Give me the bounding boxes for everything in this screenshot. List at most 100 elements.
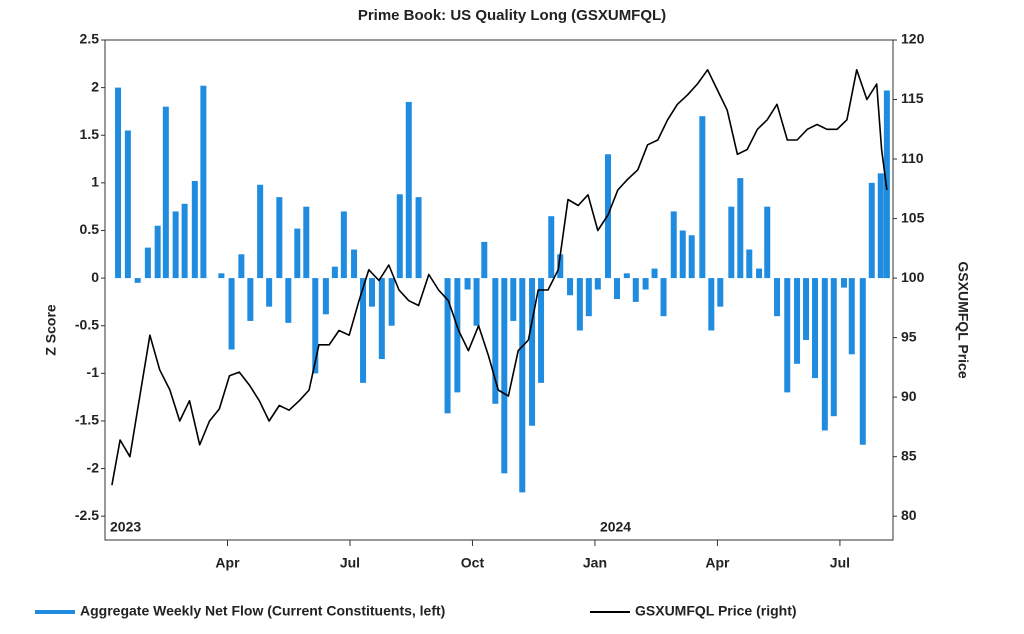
y-tick-label: 1.5 xyxy=(80,126,100,142)
bar xyxy=(594,278,601,290)
y2-tick-label: 85 xyxy=(901,447,917,463)
legend-label: Aggregate Weekly Net Flow (Current Const… xyxy=(80,603,445,619)
y-tick-label: 2.5 xyxy=(80,31,100,47)
legend-label: GSXUMFQL Price (right) xyxy=(635,603,797,619)
bar xyxy=(331,266,338,279)
bar xyxy=(746,249,753,279)
y2-tick-label: 120 xyxy=(901,31,925,47)
bar xyxy=(115,87,122,279)
bar xyxy=(688,235,695,279)
bar xyxy=(312,278,319,374)
y2-tick-label: 80 xyxy=(901,507,917,523)
bar xyxy=(651,268,658,279)
bar xyxy=(276,197,283,279)
bar xyxy=(699,116,706,279)
bar xyxy=(764,206,771,279)
bar xyxy=(464,278,471,290)
x-tick-label: Apr xyxy=(705,555,730,571)
bar xyxy=(481,241,488,279)
bar xyxy=(868,182,875,279)
bar xyxy=(369,278,376,307)
y2-tick-label: 110 xyxy=(901,150,924,166)
bar xyxy=(405,101,412,279)
bar xyxy=(670,211,677,279)
bar xyxy=(803,278,810,340)
price-line xyxy=(111,69,888,486)
bar xyxy=(303,206,310,279)
bar xyxy=(717,278,724,307)
bar xyxy=(191,180,198,279)
bar xyxy=(812,278,819,379)
x-tick-label: Oct xyxy=(461,555,485,571)
bar xyxy=(708,278,715,331)
bar xyxy=(218,273,225,279)
bar xyxy=(388,278,395,326)
bar xyxy=(444,278,451,414)
y-tick-label: -1 xyxy=(87,364,100,380)
y2-tick-label: 100 xyxy=(901,269,925,285)
bar xyxy=(548,216,555,279)
y-axis-title: Z Score xyxy=(43,304,59,356)
y2-axis-title: GSXUMFQL Price xyxy=(955,261,971,378)
bar xyxy=(360,278,367,383)
bar xyxy=(623,273,630,279)
bar xyxy=(784,278,791,393)
x-tick-label: Apr xyxy=(215,555,240,571)
bar xyxy=(181,203,188,279)
bar xyxy=(200,85,207,279)
plot-frame xyxy=(104,39,894,541)
y2-tick-label: 105 xyxy=(901,209,925,225)
bar xyxy=(841,278,848,288)
bar xyxy=(501,278,508,474)
bar xyxy=(351,249,358,279)
bar xyxy=(567,278,574,296)
bar xyxy=(877,173,884,279)
y2-tick-label: 95 xyxy=(901,328,917,344)
bar xyxy=(737,178,744,279)
bar xyxy=(238,254,245,279)
bar xyxy=(642,278,649,290)
bar xyxy=(257,184,264,279)
bar xyxy=(154,225,161,279)
x-tick-label: Jan xyxy=(583,555,607,571)
bar xyxy=(266,278,273,307)
bar xyxy=(396,194,403,279)
bar xyxy=(247,278,254,321)
bar xyxy=(172,211,179,279)
bar xyxy=(492,278,499,404)
bar xyxy=(228,278,235,350)
bar xyxy=(728,206,735,279)
bar xyxy=(848,278,855,355)
bar xyxy=(538,278,545,383)
bar xyxy=(794,278,801,364)
bar xyxy=(830,278,837,417)
bar xyxy=(124,130,131,279)
bar xyxy=(340,211,347,279)
x-tick-label: Jul xyxy=(830,555,850,571)
bar xyxy=(774,278,781,317)
bar xyxy=(134,278,141,283)
bar xyxy=(557,254,564,279)
y-tick-label: -2 xyxy=(87,459,100,475)
bar xyxy=(756,268,763,279)
bar xyxy=(473,278,480,326)
bar xyxy=(585,278,592,317)
y-tick-label: -2.5 xyxy=(75,507,99,523)
year-label: 2023 xyxy=(110,519,141,535)
bar xyxy=(144,247,151,279)
y2-tick-label: 90 xyxy=(901,388,917,404)
bar xyxy=(632,278,639,302)
bar xyxy=(510,278,517,321)
year-label: 2024 xyxy=(600,519,631,535)
bar xyxy=(679,230,686,279)
bar xyxy=(613,278,620,300)
y2-tick-label: 115 xyxy=(901,90,924,106)
bar xyxy=(378,278,385,360)
chart-title: Prime Book: US Quality Long (GSXUMFQL) xyxy=(358,7,666,24)
bar xyxy=(162,106,169,279)
y-tick-label: 0.5 xyxy=(80,221,100,237)
y-tick-label: 0 xyxy=(91,269,99,285)
bar xyxy=(821,278,828,431)
y-tick-label: 1 xyxy=(91,174,99,190)
